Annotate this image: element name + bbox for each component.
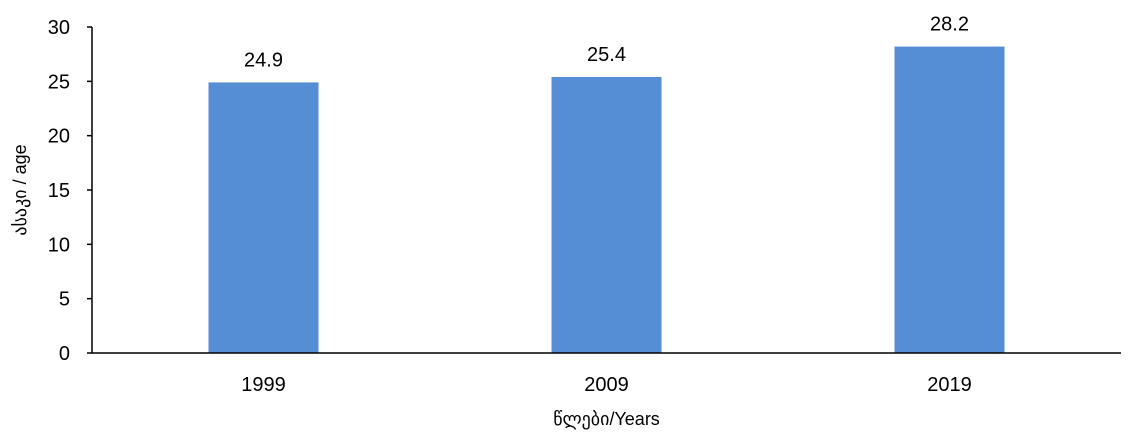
y-tick-label: 30 <box>48 17 70 39</box>
data-label-2019: 28.2 <box>930 14 969 36</box>
x-tick-label-2019: 2019 <box>927 374 972 396</box>
x-axis-title: წლები/Years <box>553 409 660 429</box>
y-tick-label: 10 <box>48 234 70 256</box>
y-tick-label: 25 <box>48 71 70 93</box>
bar-2009 <box>551 76 662 353</box>
y-axis-title: ასაკი / age <box>10 144 30 235</box>
data-labels: 24.9 25.4 28.2 <box>244 14 969 72</box>
y-tick-label: 20 <box>48 126 70 148</box>
y-axis-ticks: 0 5 10 15 20 25 30 <box>48 17 92 365</box>
x-tick-label-1999: 1999 <box>241 374 286 396</box>
y-tick-label: 0 <box>59 343 70 365</box>
data-label-1999: 24.9 <box>244 49 283 71</box>
x-axis-ticks: 1999 2009 2019 <box>241 374 972 396</box>
y-tick-label: 15 <box>48 180 70 202</box>
x-tick-label-2009: 2009 <box>584 374 629 396</box>
bars <box>208 46 1005 354</box>
data-label-2009: 25.4 <box>587 44 626 66</box>
bar-1999 <box>208 82 319 354</box>
y-tick-label: 5 <box>59 289 70 311</box>
bar-2019 <box>894 46 1005 354</box>
